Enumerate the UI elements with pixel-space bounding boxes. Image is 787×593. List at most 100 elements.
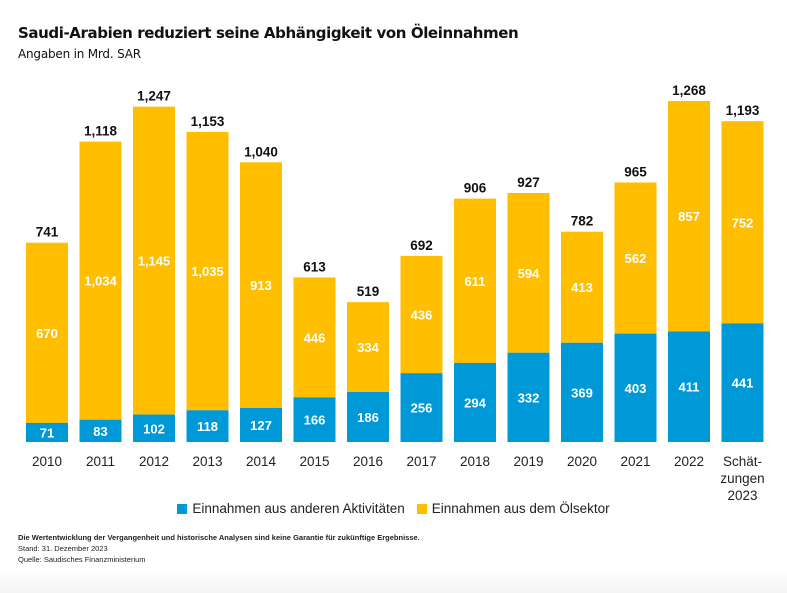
label-other-8: 294 xyxy=(464,395,486,410)
x-tick-label-8: 2018 xyxy=(460,454,490,469)
label-total-6: 519 xyxy=(357,284,380,299)
legend-label-other: Einnahmen aus anderen Aktivitäten xyxy=(192,501,405,516)
legend-label-oil: Einnahmen aus dem Ölsektor xyxy=(431,501,610,516)
label-oil-13: 752 xyxy=(732,215,754,230)
label-total-13: 1,193 xyxy=(726,103,760,118)
label-other-4: 127 xyxy=(250,418,272,433)
label-other-7: 256 xyxy=(411,401,433,416)
label-oil-10: 413 xyxy=(571,280,593,295)
bar-other-9 xyxy=(507,352,550,442)
bar-other-0 xyxy=(26,422,68,442)
bar-other-10 xyxy=(561,342,603,442)
label-oil-0: 670 xyxy=(36,326,58,341)
bar-oil-8 xyxy=(454,198,496,363)
x-tick-label-13-2: 2023 xyxy=(727,488,757,500)
label-oil-12: 857 xyxy=(678,209,700,224)
label-oil-8: 611 xyxy=(465,274,486,289)
label-other-3: 118 xyxy=(197,419,218,434)
bottom-shade xyxy=(0,570,787,593)
bar-oil-13 xyxy=(721,121,764,324)
x-tick-label-13-1: zungen xyxy=(720,471,764,486)
label-total-11: 965 xyxy=(624,164,647,179)
bar-oil-0 xyxy=(26,242,68,423)
label-oil-5: 446 xyxy=(304,330,326,345)
bar-other-7 xyxy=(400,373,443,442)
label-other-12: 411 xyxy=(679,380,700,395)
label-other-10: 369 xyxy=(571,385,593,400)
label-oil-4: 913 xyxy=(250,278,272,293)
label-total-2: 1,247 xyxy=(137,89,171,104)
label-total-0: 741 xyxy=(36,225,59,240)
label-total-9: 927 xyxy=(517,175,540,190)
legend-swatch-oil xyxy=(416,503,427,514)
label-total-12: 1,268 xyxy=(672,83,706,98)
source: Quelle: Saudisches Finanzministerium xyxy=(18,555,146,564)
as-of-date: Stand: 31. Dezember 2023 xyxy=(18,544,108,553)
label-oil-9: 594 xyxy=(518,266,540,281)
bar-oil-4 xyxy=(240,162,282,408)
x-tick-label-4: 2014 xyxy=(246,454,277,469)
bar-oil-7 xyxy=(400,255,443,374)
bar-oil-9 xyxy=(507,192,550,353)
label-oil-2: 1,145 xyxy=(138,254,171,269)
bar-oil-1 xyxy=(79,141,122,420)
x-tick-label-7: 2017 xyxy=(406,454,436,469)
bar-oil-10 xyxy=(561,231,603,343)
bar-other-5 xyxy=(293,397,336,442)
x-tick-label-1: 2011 xyxy=(86,454,115,469)
bar-oil-11 xyxy=(614,182,657,334)
bar-other-2 xyxy=(133,414,175,442)
x-tick-label-12: 2022 xyxy=(674,454,704,469)
label-oil-11: 562 xyxy=(625,251,647,266)
label-other-11: 403 xyxy=(625,381,647,396)
x-tick-label-0: 2010 xyxy=(32,454,62,469)
bar-other-3 xyxy=(186,410,229,442)
bar-other-4 xyxy=(240,407,282,442)
label-oil-7: 436 xyxy=(411,308,433,323)
x-tick-label-5: 2015 xyxy=(299,454,329,469)
label-other-9: 332 xyxy=(518,390,540,405)
label-oil-3: 1,035 xyxy=(191,264,224,279)
x-tick-label-3: 2013 xyxy=(192,454,222,469)
label-total-1: 1,118 xyxy=(84,124,118,139)
label-other-5: 166 xyxy=(304,413,326,428)
legend-swatch-other xyxy=(177,503,188,514)
legend: Einnahmen aus anderen Aktivitäten Einnah… xyxy=(0,501,787,516)
label-other-0: 71 xyxy=(40,425,54,440)
label-other-13: 441 xyxy=(732,376,754,391)
label-total-3: 1,153 xyxy=(191,114,225,129)
x-tick-label-13-0: Schät- xyxy=(723,454,762,469)
chart-subtitle: Angaben in Mrd. SAR xyxy=(18,47,141,61)
label-other-2: 102 xyxy=(143,421,165,436)
x-tick-label-2: 2012 xyxy=(139,454,169,469)
chart-title: Saudi-Arabien reduziert seine Abhängigke… xyxy=(18,24,519,42)
bar-oil-12 xyxy=(668,101,710,332)
bar-oil-3 xyxy=(186,131,229,411)
bar-other-6 xyxy=(347,391,389,442)
x-tick-label-9: 2019 xyxy=(513,454,543,469)
label-total-7: 692 xyxy=(410,238,433,253)
bar-other-1 xyxy=(79,419,122,442)
label-total-10: 782 xyxy=(571,214,594,229)
bar-other-8 xyxy=(454,362,496,442)
label-oil-6: 334 xyxy=(357,340,379,355)
label-total-8: 906 xyxy=(464,181,487,196)
stacked-bar-chart: 71 670 741 2010 83 1,034 1,118 2011 102 1,145 1,24… xyxy=(26,83,765,500)
disclaimer: Die Wertentwicklung der Vergangenheit un… xyxy=(18,533,420,542)
legend-item-other: Einnahmen aus anderen Aktivitäten xyxy=(177,501,405,516)
label-oil-1: 1,034 xyxy=(84,274,117,289)
label-total-5: 613 xyxy=(303,259,326,274)
x-tick-label-10: 2020 xyxy=(567,454,597,469)
x-tick-label-11: 2021 xyxy=(620,454,650,469)
bar-oil-6 xyxy=(347,302,389,392)
label-total-4: 1,040 xyxy=(244,144,278,159)
bar-oil-2 xyxy=(133,106,175,415)
bar-oil-5 xyxy=(293,277,336,398)
bar-other-12 xyxy=(668,331,710,442)
label-other-6: 186 xyxy=(357,410,379,425)
legend-item-oil: Einnahmen aus dem Ölsektor xyxy=(416,501,610,516)
bar-other-11 xyxy=(614,333,657,442)
bar-other-13 xyxy=(721,323,764,442)
label-other-1: 83 xyxy=(93,424,107,439)
x-tick-label-6: 2016 xyxy=(353,454,383,469)
